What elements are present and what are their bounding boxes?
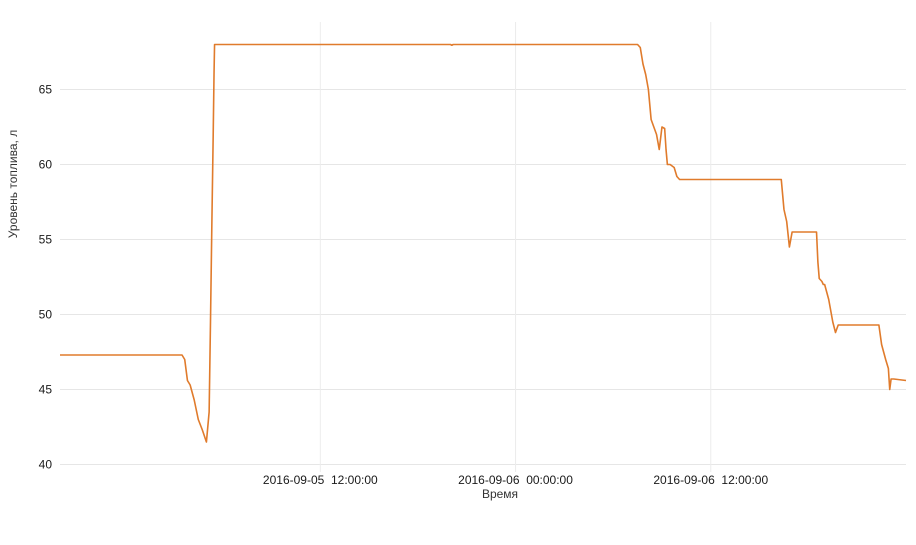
gridlines (60, 22, 906, 472)
y-axis-ticks: 40 45 50 55 60 65 (39, 83, 53, 472)
series-layer (60, 43, 907, 443)
y-tick-label: 65 (39, 83, 53, 97)
y-tick-label: 45 (39, 383, 53, 397)
y-tick-label: 60 (39, 158, 53, 172)
x-axis-title: Время (482, 487, 518, 501)
x-tick-label: 2016-09-05 12:00:00 (263, 473, 378, 487)
x-tick-label: 2016-09-06 12:00:00 (653, 473, 768, 487)
y-tick-label: 55 (39, 233, 53, 247)
y-tick-label: 40 (39, 458, 53, 472)
y-tick-label: 50 (39, 308, 53, 322)
y-axis-title: Уровень топлива, л (6, 130, 20, 238)
fuel-level-series-line (60, 43, 907, 443)
x-axis-ticks: 2016-09-05 12:00:00 2016-09-06 00:00:00 20… (263, 473, 769, 487)
x-tick-label: 2016-09-06 00:00:00 (458, 473, 573, 487)
